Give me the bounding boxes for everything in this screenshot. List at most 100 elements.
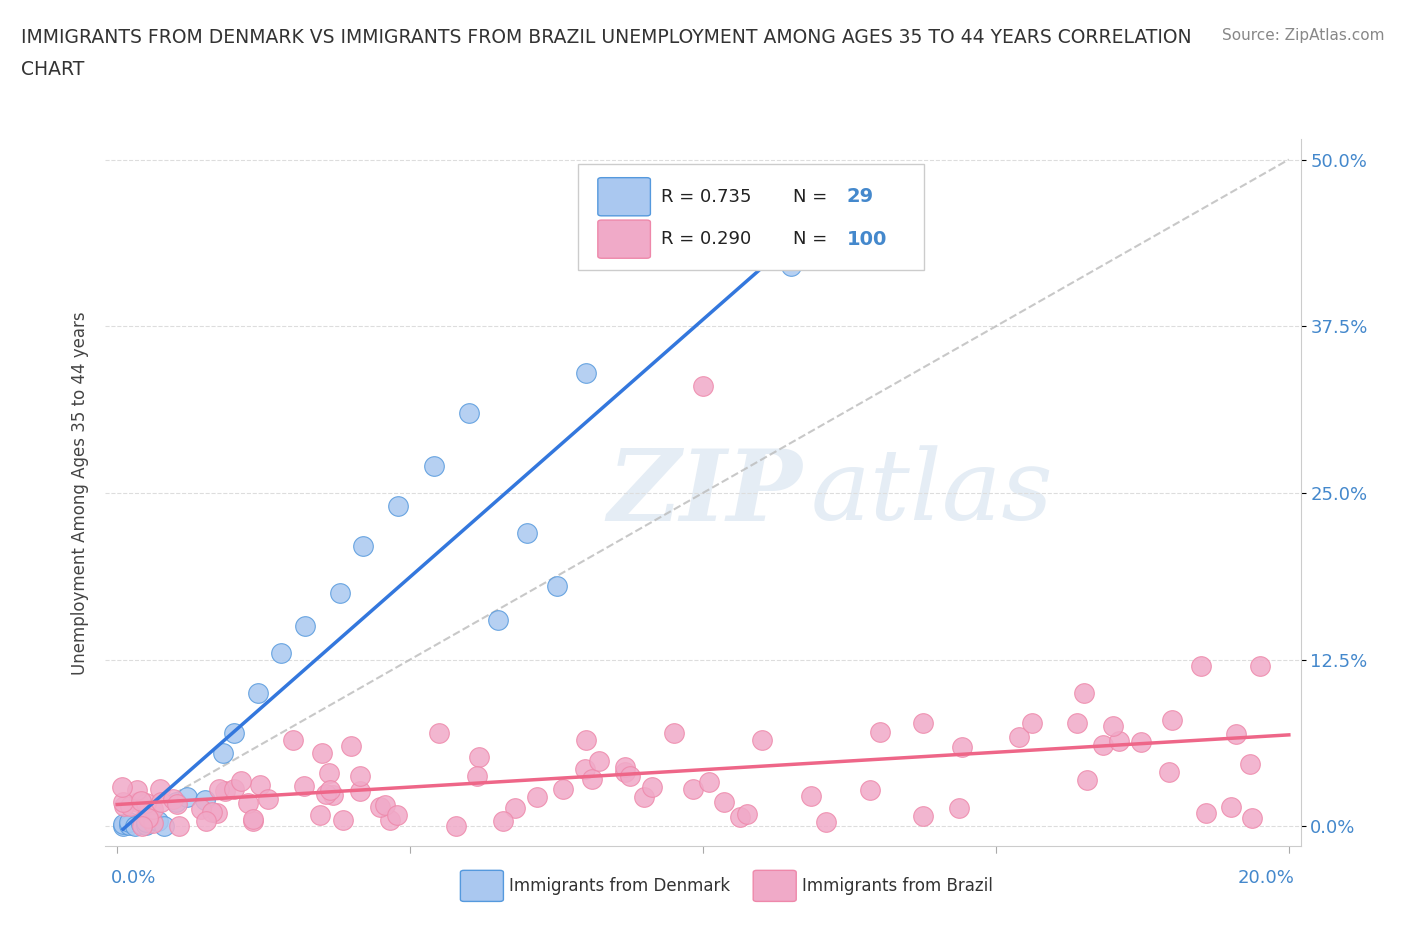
Point bbox=[492, 814, 515, 829]
Point bbox=[575, 732, 598, 747]
Point bbox=[311, 746, 333, 761]
Point bbox=[1240, 810, 1263, 825]
Point bbox=[135, 815, 157, 830]
Point bbox=[422, 458, 444, 473]
Point bbox=[349, 769, 371, 784]
Point bbox=[1225, 726, 1247, 741]
Text: 0.0%: 0.0% bbox=[111, 869, 156, 887]
Point bbox=[869, 724, 891, 739]
Point bbox=[329, 586, 352, 601]
Point bbox=[211, 746, 233, 761]
Point bbox=[575, 365, 598, 380]
Point bbox=[129, 794, 152, 809]
Point bbox=[242, 814, 264, 829]
Point bbox=[169, 818, 191, 833]
Text: R = 0.735: R = 0.735 bbox=[661, 188, 752, 206]
Point bbox=[224, 781, 246, 796]
Point bbox=[131, 818, 153, 833]
Point bbox=[633, 790, 655, 804]
Point bbox=[1066, 715, 1088, 730]
Point bbox=[728, 810, 751, 825]
Point bbox=[1157, 764, 1180, 779]
Point bbox=[270, 645, 292, 660]
Point bbox=[332, 813, 354, 828]
Point bbox=[135, 796, 157, 811]
Point bbox=[859, 782, 882, 797]
Point bbox=[662, 725, 685, 740]
Point bbox=[127, 794, 149, 809]
Point bbox=[574, 762, 596, 777]
Point bbox=[165, 795, 187, 810]
Point bbox=[1239, 756, 1261, 771]
Point bbox=[308, 807, 330, 822]
Point bbox=[912, 808, 935, 823]
Point bbox=[125, 783, 148, 798]
Point bbox=[256, 791, 278, 806]
Point bbox=[444, 818, 467, 833]
Y-axis label: Unemployment Among Ages 35 to 44 years: Unemployment Among Ages 35 to 44 years bbox=[70, 312, 89, 674]
Point bbox=[553, 781, 575, 796]
Point bbox=[231, 774, 253, 789]
Text: CHART: CHART bbox=[21, 60, 84, 79]
Point bbox=[486, 612, 509, 627]
Point bbox=[640, 779, 662, 794]
Point bbox=[1130, 735, 1153, 750]
Point bbox=[120, 799, 142, 814]
Point bbox=[242, 812, 264, 827]
Point bbox=[141, 812, 163, 827]
Point bbox=[153, 818, 176, 833]
Point bbox=[318, 765, 340, 780]
Point bbox=[912, 715, 935, 730]
Point bbox=[1249, 658, 1271, 673]
Text: N =: N = bbox=[793, 230, 827, 248]
Point bbox=[546, 578, 568, 593]
Point bbox=[246, 685, 269, 700]
FancyBboxPatch shape bbox=[578, 165, 924, 271]
FancyBboxPatch shape bbox=[754, 870, 796, 901]
Point bbox=[692, 379, 714, 393]
Point bbox=[1008, 729, 1031, 744]
Point bbox=[292, 778, 315, 793]
Point bbox=[516, 525, 538, 540]
Point bbox=[249, 777, 271, 792]
Point bbox=[374, 797, 396, 812]
Point bbox=[236, 796, 259, 811]
Point bbox=[166, 797, 188, 812]
Point bbox=[136, 811, 159, 826]
Point bbox=[111, 794, 134, 809]
Point bbox=[1091, 737, 1114, 752]
Point bbox=[465, 768, 488, 783]
Text: Source: ZipAtlas.com: Source: ZipAtlas.com bbox=[1222, 28, 1385, 43]
Point bbox=[1195, 806, 1218, 821]
Text: 29: 29 bbox=[846, 187, 873, 206]
Point bbox=[318, 782, 340, 797]
Point bbox=[503, 801, 526, 816]
Point bbox=[619, 769, 641, 784]
Point bbox=[427, 725, 450, 740]
Point bbox=[148, 782, 170, 797]
Point bbox=[1189, 658, 1212, 673]
Point bbox=[124, 818, 146, 833]
Point bbox=[779, 259, 801, 273]
Point bbox=[682, 781, 704, 796]
Point bbox=[1073, 685, 1095, 700]
Point bbox=[1021, 715, 1043, 730]
Point bbox=[952, 739, 974, 754]
Point bbox=[370, 800, 392, 815]
Point bbox=[387, 498, 409, 513]
Point bbox=[614, 764, 637, 779]
Point bbox=[315, 786, 337, 801]
Point bbox=[814, 815, 837, 830]
Text: ZIP: ZIP bbox=[607, 445, 803, 541]
Point bbox=[948, 801, 970, 816]
Point bbox=[581, 772, 603, 787]
Point bbox=[1076, 772, 1098, 787]
Point bbox=[205, 805, 228, 820]
FancyBboxPatch shape bbox=[598, 178, 651, 216]
Point bbox=[112, 817, 135, 831]
Point bbox=[380, 812, 402, 827]
Point bbox=[588, 754, 610, 769]
Point bbox=[224, 725, 246, 740]
Point bbox=[112, 818, 135, 833]
Text: N =: N = bbox=[793, 188, 827, 206]
